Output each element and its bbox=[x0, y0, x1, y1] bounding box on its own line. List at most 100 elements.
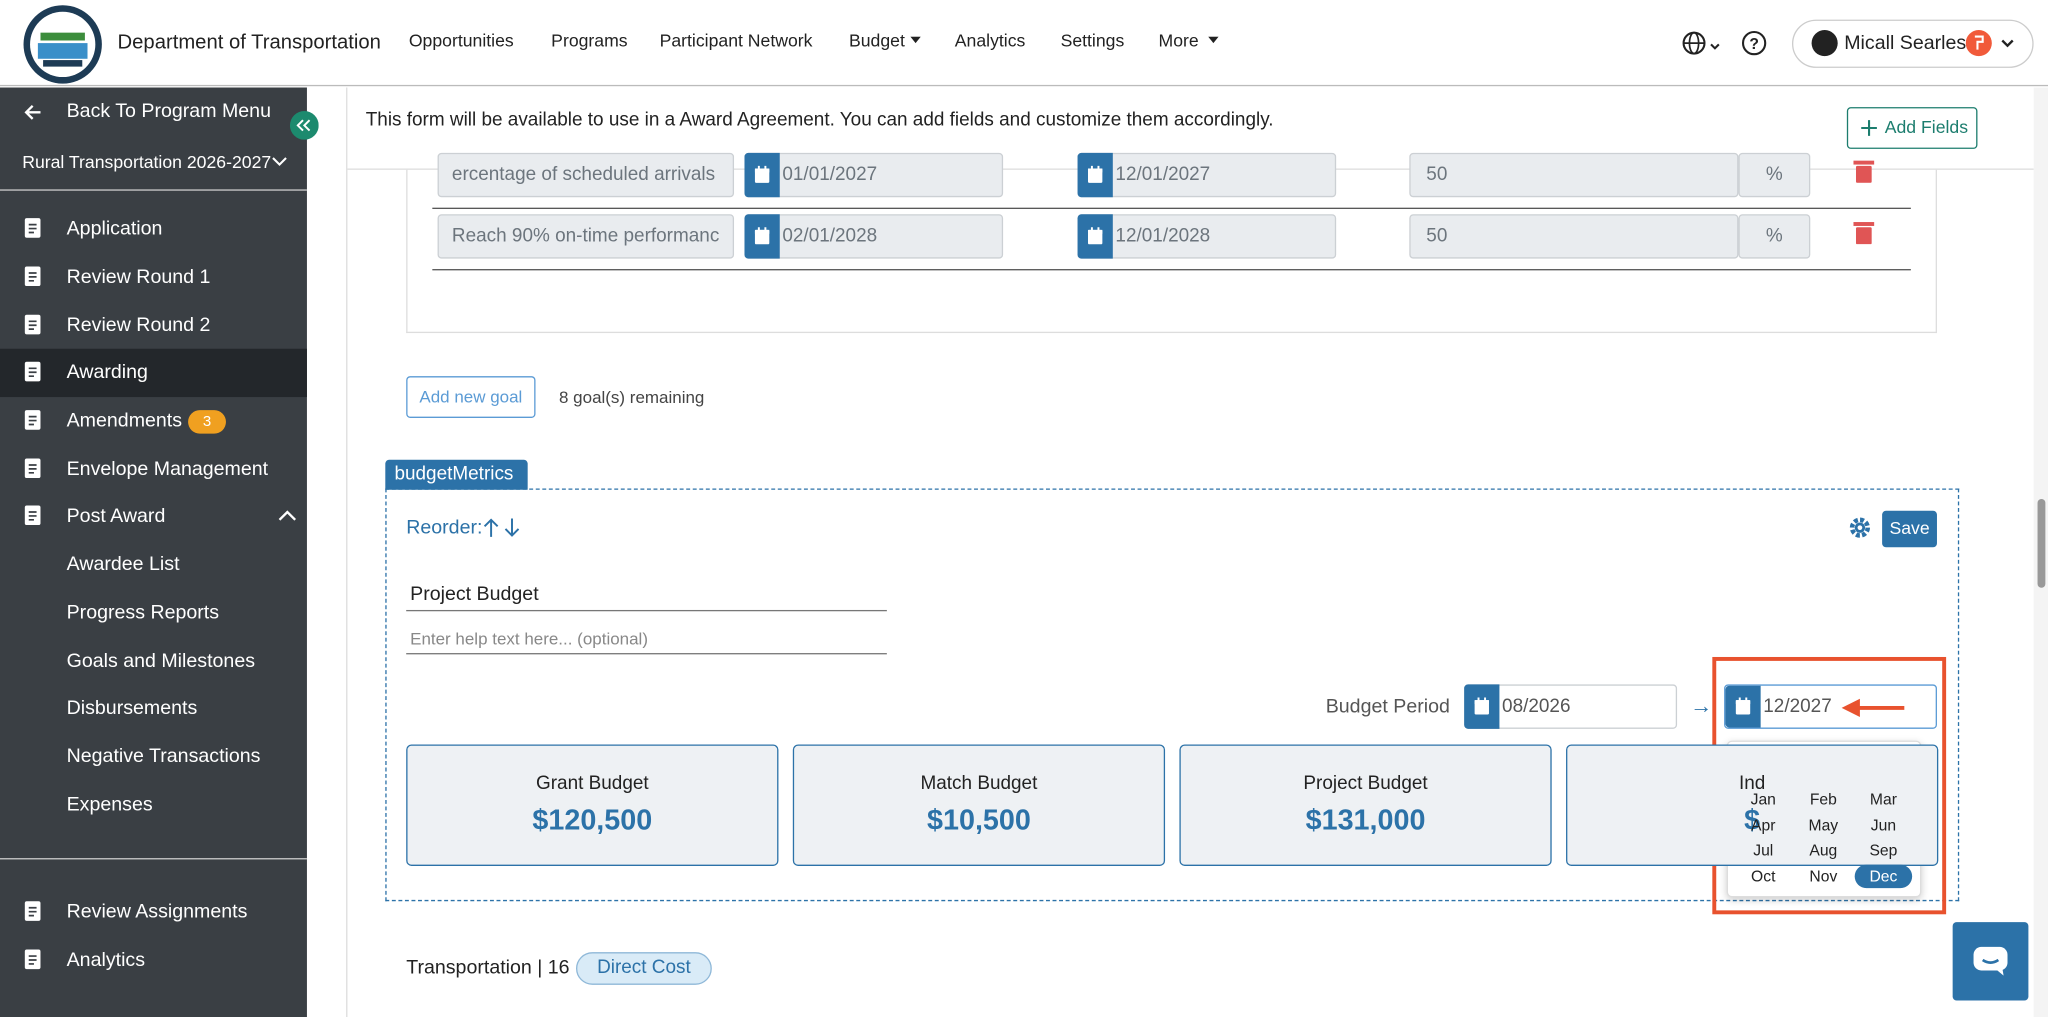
nav-icon bbox=[24, 901, 41, 921]
language-menu[interactable] bbox=[1681, 29, 1728, 58]
calendar-glyph bbox=[1087, 165, 1103, 183]
add-fields-button[interactable]: Add Fields bbox=[1846, 107, 1978, 149]
plus-icon bbox=[1861, 120, 1877, 136]
card-label: Grant Budget bbox=[535, 773, 649, 795]
chevron bbox=[272, 157, 287, 167]
picker-month[interactable]: Oct bbox=[1751, 866, 1776, 886]
picker-month[interactable]: Feb bbox=[1809, 790, 1837, 809]
header bbox=[0, 0, 2048, 87]
delete-icon bbox=[1853, 160, 1875, 183]
calendar-glyph bbox=[1735, 697, 1751, 715]
row-line bbox=[432, 207, 1911, 209]
picker-month[interactable]: Jan bbox=[1750, 790, 1776, 809]
card-value: $120,500 bbox=[532, 803, 653, 836]
goal-date[interactable]: 01/01/2027 bbox=[744, 152, 1004, 198]
help-icon[interactable]: ? bbox=[1741, 30, 1767, 56]
picker-month[interactable]: Apr bbox=[1751, 815, 1776, 835]
card-value: $ bbox=[1744, 803, 1761, 836]
logo bbox=[23, 5, 102, 84]
sidebar-subitem[interactable]: Negative Transactions bbox=[66, 745, 261, 768]
goal-date[interactable]: 12/01/2027 bbox=[1077, 152, 1337, 198]
goal-text[interactable]: Reach 90% on-time performanc bbox=[437, 214, 735, 259]
calendar-glyph bbox=[1474, 697, 1489, 715]
sidebar-item[interactable]: Amendments bbox=[66, 409, 183, 432]
nav-item[interactable]: Budget bbox=[848, 30, 905, 51]
annotation-arrow bbox=[1841, 698, 1905, 718]
nav-icon bbox=[24, 458, 41, 479]
picker-month[interactable]: Aug bbox=[1809, 841, 1838, 860]
sidebar-item[interactable]: Awarding bbox=[66, 361, 148, 384]
goal-date[interactable]: 12/01/2028 bbox=[1077, 214, 1337, 259]
collapse-button[interactable] bbox=[289, 111, 319, 140]
save-button[interactable]: Save bbox=[1882, 510, 1937, 548]
sidebar-item[interactable]: Post Award bbox=[66, 504, 166, 528]
settings-icon[interactable] bbox=[1848, 516, 1872, 540]
field-label[interactable]: Project Budget bbox=[410, 583, 539, 606]
user-menu[interactable] bbox=[1791, 19, 2034, 68]
nav-icon bbox=[24, 218, 41, 238]
nav-item[interactable]: More bbox=[1158, 30, 1199, 51]
section-box bbox=[385, 488, 1960, 902]
sidebar-item[interactable]: Review Assignments bbox=[66, 900, 248, 923]
nav-item[interactable]: Analytics bbox=[954, 30, 1026, 51]
sidebar-subitem[interactable]: Awardee List bbox=[66, 553, 180, 576]
sidebar-item[interactable]: Application bbox=[66, 217, 163, 240]
nav-item[interactable]: Opportunities bbox=[408, 30, 514, 51]
picker-month[interactable]: Dec bbox=[1854, 864, 1913, 888]
goal-date[interactable]: 02/01/2028 bbox=[744, 214, 1004, 259]
calendar-glyph bbox=[754, 165, 770, 183]
card-label: Match Budget bbox=[920, 773, 1038, 795]
sidebar-item[interactable]: Envelope Management bbox=[66, 457, 269, 480]
program-select[interactable]: Rural Transportation 2026-2027 bbox=[22, 152, 272, 172]
nav-item[interactable]: Settings bbox=[1060, 30, 1125, 51]
cost-tag: Direct Cost bbox=[575, 952, 712, 985]
sidebar-subitem[interactable]: Disbursements bbox=[66, 697, 198, 720]
goal-text[interactable]: ercentage of scheduled arrivals bbox=[437, 152, 735, 198]
picker-month[interactable]: Nov bbox=[1809, 866, 1838, 886]
divider bbox=[0, 189, 307, 191]
nav-item[interactable]: Programs bbox=[551, 30, 628, 51]
divider bbox=[0, 858, 307, 860]
sidebar-item[interactable]: Review Round 2 bbox=[66, 314, 211, 337]
back-icon bbox=[24, 104, 41, 120]
sidebar-subitem[interactable]: Goals and Milestones bbox=[66, 649, 256, 672]
reorder-arrows[interactable] bbox=[482, 517, 524, 538]
back-link[interactable]: Back To Program Menu bbox=[66, 99, 271, 123]
nav-item[interactable]: Participant Network bbox=[659, 30, 813, 51]
picker-month[interactable]: Mar bbox=[1869, 790, 1897, 809]
row-line bbox=[432, 269, 1911, 271]
user-icons bbox=[1965, 30, 2014, 57]
sidebar-item[interactable]: Review Round 1 bbox=[66, 265, 211, 288]
org-title: Department of Transportation bbox=[117, 31, 381, 54]
nav-icon bbox=[24, 266, 41, 287]
picker-month[interactable]: Sep bbox=[1869, 841, 1898, 860]
help-input[interactable]: Enter help text here... (optional) bbox=[410, 628, 648, 649]
nav-icon bbox=[24, 361, 41, 382]
goal-target[interactable]: 50 bbox=[1409, 214, 1739, 259]
card-label: Project Budget bbox=[1303, 773, 1428, 795]
picker-month[interactable]: May bbox=[1808, 815, 1839, 835]
picker-month[interactable]: Jun bbox=[1870, 815, 1897, 835]
sidebar-subitem[interactable]: Progress Reports bbox=[66, 601, 220, 624]
nav-icon bbox=[24, 949, 41, 970]
sidebar-item[interactable]: Analytics bbox=[66, 948, 146, 972]
nav-icon bbox=[24, 314, 41, 335]
goal-target[interactable]: 50 bbox=[1409, 152, 1739, 198]
budget-card: Match Budget $10,500 bbox=[792, 744, 1166, 866]
period-label: Budget Period bbox=[1325, 695, 1450, 718]
calendar-glyph bbox=[754, 227, 770, 245]
chat-icon bbox=[1973, 946, 2008, 976]
picker-month[interactable]: Jul bbox=[1753, 841, 1774, 860]
section-tag: budgetMetrics bbox=[385, 459, 528, 490]
delete-icon bbox=[1853, 222, 1875, 245]
underline bbox=[406, 653, 887, 655]
period-start[interactable]: 08/2026 bbox=[1464, 684, 1678, 729]
card-value: $10,500 bbox=[926, 803, 1031, 836]
caret bbox=[910, 36, 921, 44]
scrollbar-thumb[interactable] bbox=[2037, 498, 2046, 588]
add-goal-button[interactable]: Add new goal bbox=[406, 376, 536, 418]
sidebar-subitem[interactable]: Expenses bbox=[66, 793, 153, 816]
user-name: Micall Searles bbox=[1844, 31, 1967, 55]
